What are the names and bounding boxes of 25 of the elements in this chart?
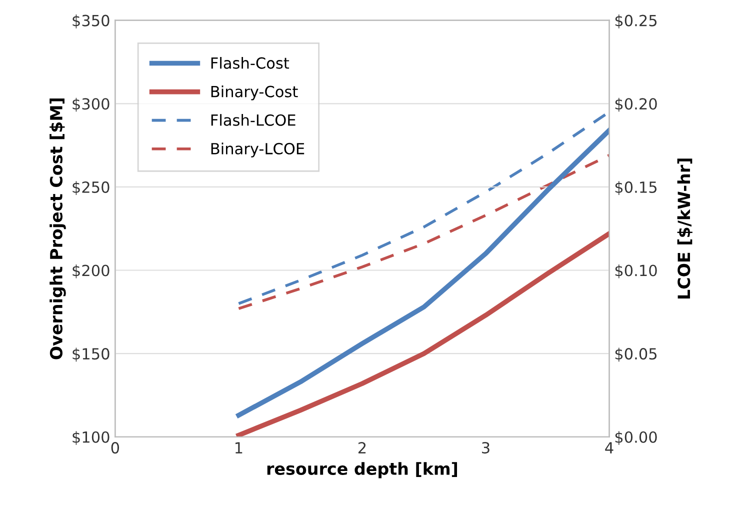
legend-label: Binary-Cost [211,86,298,100]
x-tick-label: 2 [358,442,366,454]
legend-label: Flash-LCOE [211,114,296,126]
x-tick-label: 3 [482,442,490,454]
legend-label: Flash-Cost [211,56,290,69]
y-tick-label: $250 [72,181,110,195]
x-tick-label: 0 [111,442,120,454]
y2-tick-label: $0.20 [615,98,657,112]
y2-tick-label: $0.05 [615,348,657,362]
y-axis-title: Overnight Project Cost [$M] [50,98,66,360]
y2-axis-title: LCOE [$/kW-hr] [677,158,692,298]
y-tick-label: $150 [72,348,110,362]
legend-label: Binary-LCOE [211,142,304,158]
y-tick-label: $300 [72,98,110,112]
y-tick-label: $200 [72,264,110,278]
line-series [236,231,610,437]
x-tick-label: 1 [236,442,242,454]
x-tick-label: 4 [605,442,614,454]
y2-tick-label: $0.25 [615,14,657,28]
x-axis-title: resource depth [km] [267,462,458,478]
y2-tick-label: $0.15 [615,181,657,195]
y2-tick-label: $0.00 [615,431,657,445]
y-tick-label: $100 [72,431,110,445]
y2-tick-label: $0.10 [615,264,657,278]
y-tick-label: $350 [72,14,110,28]
